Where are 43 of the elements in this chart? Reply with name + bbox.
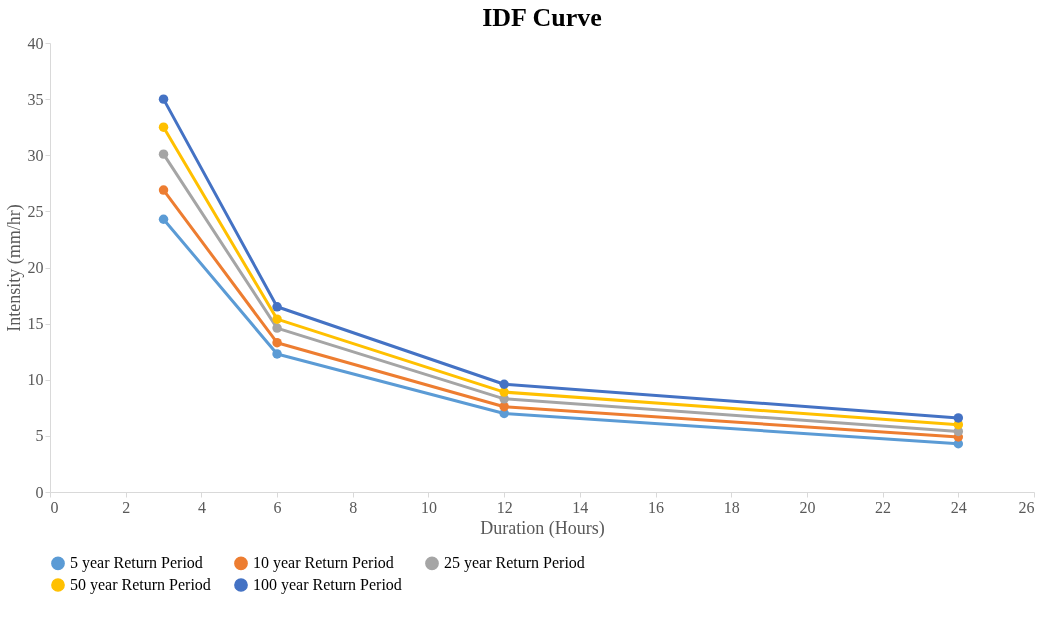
point bbox=[499, 379, 509, 389]
x-tick-label: 10 bbox=[420, 498, 437, 516]
x-tick-label: 16 bbox=[648, 498, 665, 516]
point bbox=[158, 94, 169, 104]
y-tick-label: 10 bbox=[27, 371, 44, 389]
x-tick-label: 6 bbox=[273, 498, 282, 516]
point bbox=[158, 122, 169, 132]
x-tick-label: 4 bbox=[197, 498, 206, 516]
y-tick-label: 15 bbox=[27, 315, 44, 333]
legend-label: 50 year Return Period bbox=[70, 576, 211, 594]
x-tick-label: 2 bbox=[122, 498, 131, 516]
point bbox=[158, 149, 169, 159]
legend-label: 25 year Return Period bbox=[444, 554, 585, 573]
legend-label: 100 year Return Period bbox=[253, 576, 402, 594]
x-tick-label: 22 bbox=[875, 498, 892, 516]
x-tick-label: 8 bbox=[349, 498, 358, 516]
y-tick-label: 20 bbox=[27, 259, 44, 276]
point bbox=[953, 413, 964, 423]
x-tick-label: 0 bbox=[50, 498, 59, 516]
point bbox=[272, 337, 282, 348]
y-tick-label: 35 bbox=[27, 90, 44, 108]
point bbox=[272, 314, 282, 324]
x-axis-title: Duration (Hours) bbox=[480, 517, 605, 539]
x-tick-label: 20 bbox=[799, 498, 816, 516]
y-tick-label: 40 bbox=[27, 34, 44, 52]
x-tick-label: 14 bbox=[572, 498, 589, 516]
point bbox=[272, 323, 282, 333]
x-tick-label: 12 bbox=[496, 498, 513, 516]
y-tick-label: 25 bbox=[27, 202, 44, 220]
legend-label: 5 year Return Period bbox=[70, 554, 203, 573]
point bbox=[272, 302, 282, 312]
x-tick-label: 24 bbox=[950, 498, 967, 516]
point bbox=[158, 185, 169, 195]
point bbox=[158, 214, 169, 224]
y-tick-label: 5 bbox=[35, 427, 44, 445]
point bbox=[272, 349, 282, 359]
x-tick-label: 26 bbox=[1018, 498, 1035, 516]
legend-label: 10 year Return Period bbox=[253, 554, 394, 573]
y-axis-title: Intensity (mm/hr) bbox=[3, 204, 25, 332]
y-tick-label: 30 bbox=[27, 146, 44, 164]
x-tick-label: 18 bbox=[723, 498, 740, 516]
chart-title: IDF Curve bbox=[482, 3, 602, 32]
y-tick-label: 0 bbox=[35, 483, 44, 501]
